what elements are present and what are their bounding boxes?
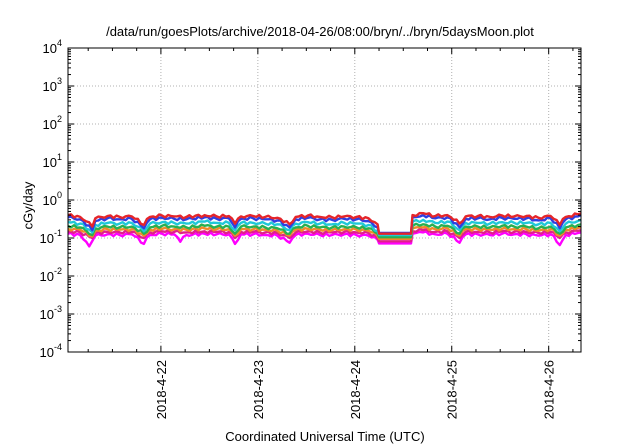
- series-line: [67, 222, 582, 239]
- x-tick-label: 2018-4-24: [348, 360, 363, 419]
- series-line: [67, 228, 582, 243]
- x-tick-label: 2018-4-23: [251, 360, 266, 419]
- series-line: [67, 230, 582, 248]
- series-lines: [67, 211, 582, 248]
- y-tick-label: 104: [43, 38, 62, 56]
- y-tick-label: 10-1: [40, 228, 62, 246]
- y-tick-label: 103: [43, 76, 62, 94]
- series-line: [67, 211, 582, 235]
- x-axis-label: Coordinated Universal Time (UTC): [225, 429, 425, 444]
- axis-ticks: 10-4 10-3 10-2 10-1 100 101 102 103 104 2018-4-22…: [40, 38, 581, 419]
- x-tick-label: 2018-4-22: [154, 360, 169, 419]
- series-line: [67, 213, 582, 235]
- y-tick-label: 10-4: [40, 342, 62, 360]
- grid-lines: [68, 48, 581, 352]
- y-tick-label: 101: [43, 152, 62, 170]
- y-tick-label: 102: [43, 114, 62, 132]
- y-tick-label: 10-2: [40, 266, 62, 284]
- series-line: [67, 225, 582, 240]
- y-axis-label: cGy/day: [20, 181, 36, 230]
- x-tick-label: 2018-4-26: [542, 360, 557, 419]
- x-tick-label: 2018-4-25: [445, 360, 460, 419]
- series-line: [67, 218, 582, 237]
- y-tick-label: 100: [43, 190, 62, 208]
- plot-frame: [67, 47, 582, 353]
- chart-title: /data/run/goesPlots/archive/2018-04-26/0…: [106, 24, 534, 39]
- y-tick-label: 10-3: [40, 304, 62, 322]
